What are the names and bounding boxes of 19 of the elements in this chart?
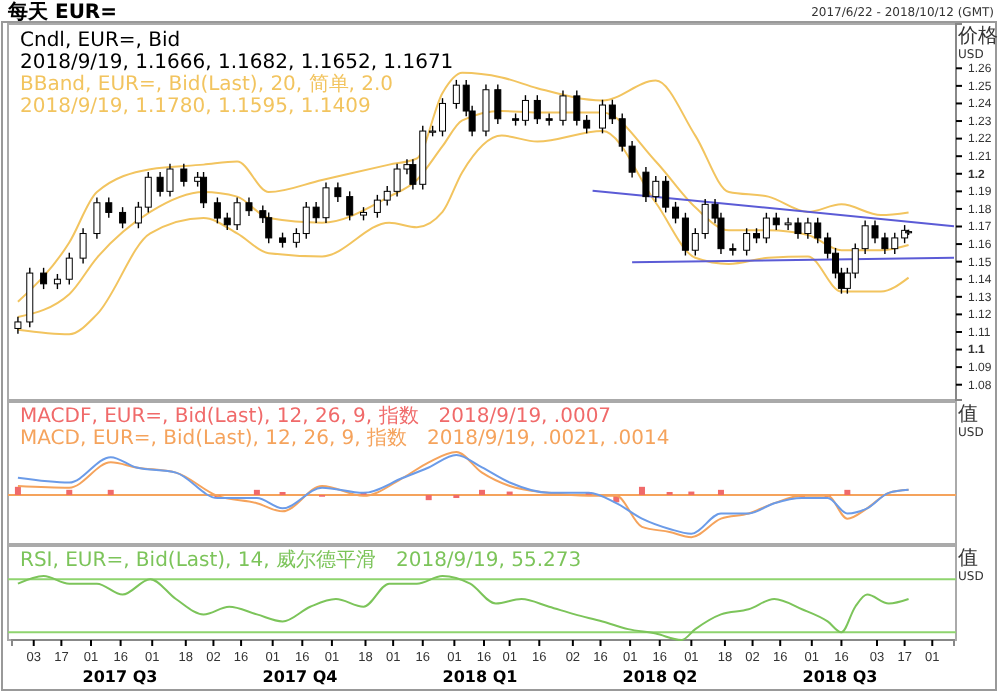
legend-title: Cndl, EUR=, Bid: [20, 30, 181, 52]
text: MACDF, EUR=, Bid(Last), 12, 26, 9, 指数: [20, 404, 419, 428]
text: 2017 Q3: [82, 668, 158, 686]
y-axis-title: 值 USD: [958, 548, 985, 584]
text: 2018/9/19, .0021, .0014: [427, 428, 670, 450]
y-axis-title: 价格 USD: [956, 24, 998, 62]
annotation: 2018/9/19, 1.1666, 1.1682, 1.1652, 1.1671: [20, 52, 454, 74]
text: 2018/9/19, 55.273: [395, 550, 582, 572]
text: 2018/9/19, .0007: [438, 406, 612, 428]
y-axis-title: 值 USD: [958, 404, 985, 440]
text: 2018 Q1: [442, 668, 519, 686]
text: 2018 Q3: [802, 668, 878, 686]
series-label: MACD, EUR=, Bid(Last), 12, 26, 9, 指数: [20, 426, 408, 450]
text: 2017 Q4: [262, 668, 339, 686]
chart-title: 每天 EUR=: [6, 0, 118, 24]
annotation: 2018/9/19, 1.1780, 1.1595, 1.1409: [20, 96, 371, 118]
text: BBand, EUR=, Bid(Last), 20, 简单, 2.0: [20, 72, 394, 96]
text: 2018 Q2: [622, 668, 698, 686]
series-label: RSI, EUR=, Bid(Last), 14, 威尔德平滑: [20, 548, 376, 572]
